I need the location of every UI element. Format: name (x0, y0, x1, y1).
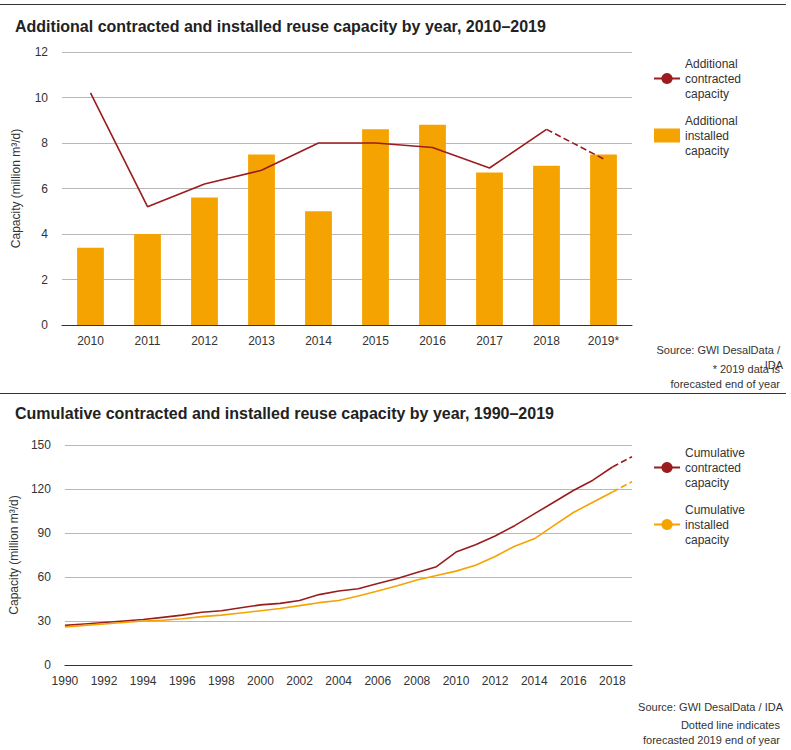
svg-text:capacity: capacity (685, 87, 729, 101)
svg-text:90: 90 (38, 526, 52, 540)
svg-text:forecasted end of year: forecasted end of year (670, 378, 783, 390)
svg-text:Additional: Additional (685, 114, 741, 128)
svg-text:Source: GWI DesalData / IDA: Source: GWI DesalData / IDA (638, 701, 784, 713)
svg-text:0: 0 (44, 658, 51, 672)
svg-text:capacity: capacity (685, 476, 729, 490)
svg-text:* 2019 data is: * 2019 data is (713, 363, 783, 375)
svg-text:1994: 1994 (130, 674, 157, 688)
svg-text:2018: 2018 (599, 674, 626, 688)
svg-text:2002: 2002 (286, 674, 313, 688)
svg-text:2016: 2016 (419, 334, 446, 348)
svg-text:2000: 2000 (247, 674, 274, 688)
svg-text:Additional: Additional (685, 57, 741, 71)
svg-text:10: 10 (35, 91, 49, 105)
svg-text:installed: installed (685, 518, 732, 532)
svg-text:6: 6 (41, 182, 48, 196)
svg-text:Capacity (million m³/d): Capacity (million m³/d) (9, 129, 23, 248)
svg-text:2014: 2014 (305, 334, 332, 348)
svg-text:2016: 2016 (560, 674, 587, 688)
svg-text:30: 30 (38, 614, 52, 628)
svg-text:8: 8 (41, 136, 48, 150)
svg-text:120: 120 (31, 482, 51, 496)
svg-text:Source: GWI DesalData /: Source: GWI DesalData / (656, 344, 783, 356)
svg-text:2014: 2014 (521, 674, 548, 688)
svg-text:contracted: contracted (685, 72, 744, 86)
svg-text:1992: 1992 (91, 674, 118, 688)
svg-text:figure: figure (755, 749, 783, 750)
svg-text:Cumulative contracted and inst: Cumulative contracted and installed reus… (15, 405, 554, 422)
svg-text:Cumulative: Cumulative (685, 503, 748, 517)
svg-text:installed: installed (685, 129, 732, 143)
svg-text:2010: 2010 (77, 334, 104, 348)
svg-text:2013: 2013 (248, 334, 275, 348)
svg-text:150: 150 (31, 438, 51, 452)
svg-text:2019*: 2019* (588, 334, 620, 348)
svg-text:12: 12 (35, 45, 49, 59)
svg-text:Capacity (million m³/d): Capacity (million m³/d) (7, 495, 21, 614)
svg-text:1998: 1998 (208, 674, 235, 688)
svg-text:capacity: capacity (685, 533, 729, 547)
svg-text:forecasted 2019 end of year: forecasted 2019 end of year (643, 734, 783, 746)
svg-text:2006: 2006 (364, 674, 391, 688)
svg-text:1990: 1990 (52, 674, 79, 688)
svg-text:Dotted line indicates: Dotted line indicates (681, 719, 783, 731)
svg-text:0: 0 (41, 318, 48, 332)
svg-text:Cumulative: Cumulative (685, 446, 748, 460)
svg-text:2008: 2008 (404, 674, 431, 688)
svg-text:2012: 2012 (191, 334, 218, 348)
svg-text:2: 2 (41, 273, 48, 287)
svg-text:contracted: contracted (685, 461, 744, 475)
svg-text:2018: 2018 (533, 334, 560, 348)
svg-text:Additional contracted and inst: Additional contracted and installed reus… (15, 18, 546, 35)
svg-text:2012: 2012 (482, 674, 509, 688)
svg-text:2010: 2010 (443, 674, 470, 688)
svg-text:60: 60 (38, 570, 52, 584)
svg-text:2011: 2011 (135, 334, 161, 348)
svg-text:2017: 2017 (476, 334, 503, 348)
svg-text:capacity: capacity (685, 144, 729, 158)
svg-text:2015: 2015 (362, 334, 389, 348)
svg-text:4: 4 (41, 227, 48, 241)
svg-text:2004: 2004 (325, 674, 352, 688)
svg-text:1996: 1996 (169, 674, 196, 688)
